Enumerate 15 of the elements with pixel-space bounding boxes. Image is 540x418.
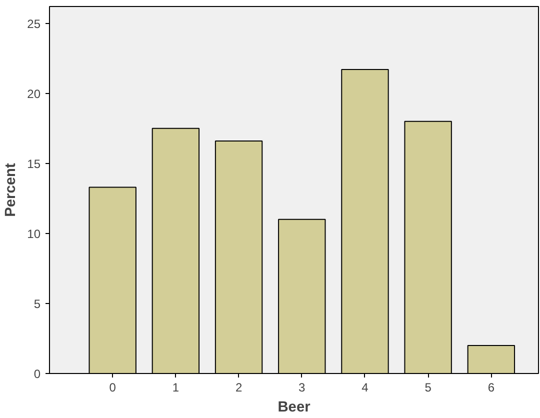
x-tick-label: 6	[488, 380, 495, 394]
x-axis-title: Beer	[278, 400, 311, 416]
x-tick-label: 4	[362, 380, 369, 394]
y-tick-label: 20	[27, 86, 41, 101]
y-tick-label: 15	[27, 156, 41, 171]
y-tick-label: 5	[34, 296, 41, 311]
y-tick-label: 0	[34, 367, 41, 381]
x-tick-label: 3	[298, 380, 306, 394]
x-tick-label: 2	[235, 380, 242, 394]
x-tick-label: 0	[109, 380, 116, 394]
y-axis-title: Percent	[3, 163, 20, 217]
x-tick-label: 1	[172, 380, 180, 394]
x-tick-label: 5	[424, 380, 432, 394]
y-tick-label: 25	[27, 16, 41, 31]
y-tick-label: 10	[27, 226, 41, 241]
